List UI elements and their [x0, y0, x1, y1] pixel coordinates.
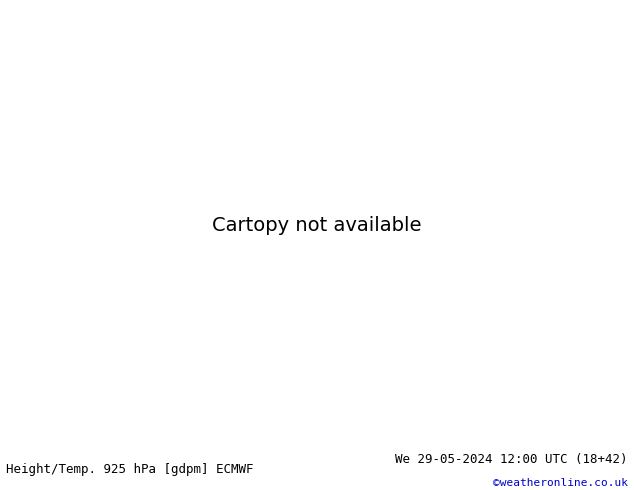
Text: Cartopy not available: Cartopy not available — [212, 216, 422, 235]
Text: We 29-05-2024 12:00 UTC (18+42): We 29-05-2024 12:00 UTC (18+42) — [395, 453, 628, 466]
Text: Height/Temp. 925 hPa [gdpm] ECMWF: Height/Temp. 925 hPa [gdpm] ECMWF — [6, 463, 254, 476]
Text: ©weatheronline.co.uk: ©weatheronline.co.uk — [493, 478, 628, 488]
